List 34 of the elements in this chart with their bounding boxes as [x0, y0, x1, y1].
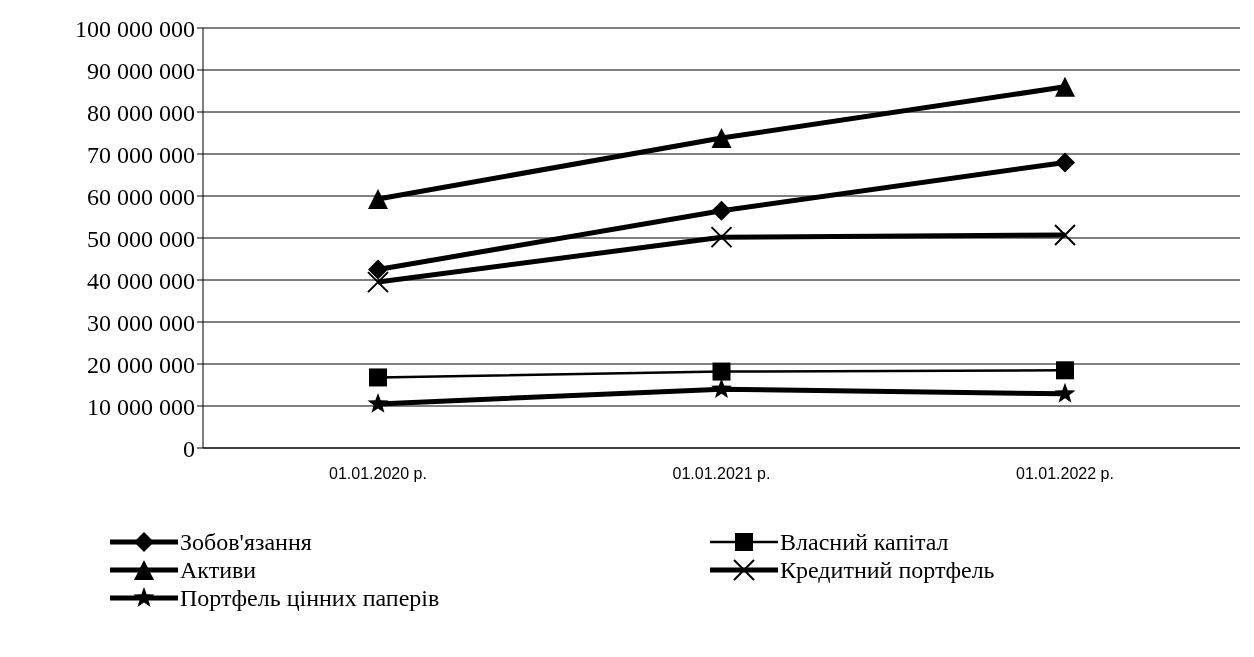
legend-label: Портфель цінних паперів [180, 584, 440, 612]
y-tick-label: 90 000 000 [87, 57, 195, 84]
point [1054, 382, 1076, 403]
legend-label: Зобов'язання [180, 528, 312, 556]
y-tick-label: 80 000 000 [87, 99, 195, 126]
y-tick-label: 0 [183, 435, 195, 462]
point [368, 259, 388, 280]
x-tick-label: 01.01.2021 р. [672, 465, 771, 483]
point [711, 378, 732, 399]
y-tick-label: 10 000 000 [87, 393, 195, 420]
y-tick-label: 100 000 000 [75, 15, 195, 42]
point [367, 392, 389, 413]
point [711, 128, 732, 149]
point [1055, 152, 1075, 173]
point [711, 200, 732, 221]
x-tick-label: 01.01.2020 р. [329, 465, 427, 483]
point [1056, 361, 1074, 380]
legend-label: Власний капітал [780, 528, 949, 556]
y-tick-label: 40 000 000 [87, 267, 195, 294]
x-tick-label: 01.01.2022 р. [1016, 465, 1114, 483]
legend-label: Активи [180, 556, 257, 584]
point [368, 188, 388, 209]
point [369, 368, 387, 387]
point [710, 226, 733, 249]
point [367, 271, 389, 294]
point [1054, 224, 1076, 247]
y-tick-label: 30 000 000 [87, 309, 195, 336]
y-tick-label: 50 000 000 [87, 225, 195, 252]
y-tick-label: 60 000 000 [87, 183, 195, 210]
point [1055, 76, 1075, 97]
legend-label: Кредитний портфель [780, 556, 995, 584]
point [712, 362, 731, 381]
y-tick-label: 20 000 000 [87, 351, 195, 378]
y-tick-label: 70 000 000 [87, 141, 195, 168]
